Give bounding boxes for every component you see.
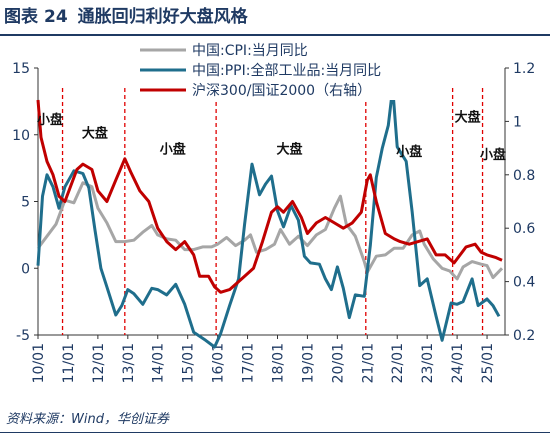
x-tick-label: 11/01 [61,343,77,383]
y-left-tick-label: 15 [12,61,30,77]
y-left-tick-label: 5 [21,195,30,211]
x-tick-label: 24/01 [450,343,466,383]
x-tick-label: 21/01 [360,343,376,383]
legend-label: 沪深300/国证2000（右轴） [192,83,371,99]
regime-annotation: 大盘 [455,109,481,125]
x-tick-label: 10/01 [31,343,47,383]
x-tick-label: 22/01 [390,343,406,383]
x-tick-label: 13/01 [121,343,137,383]
x-tick-label: 25/01 [480,343,496,383]
series-line-3 [36,99,503,294]
figure-title-text: 通胀回归利好大盘风格 [77,7,248,27]
y-right-tick-label: 1.2 [513,61,535,77]
x-tick-label: 20/01 [330,343,346,383]
bottom-rule [0,432,550,433]
x-tick-label: 19/01 [300,343,316,383]
series-line-2 [36,86,501,349]
regime-annotation: 大盘 [276,141,302,157]
y-right-tick-label: 0.4 [513,275,535,291]
figure-label: 图表 [4,7,38,27]
x-tick-label: 17/01 [241,343,257,383]
y-right-tick-label: 0.2 [513,328,535,344]
regime-annotation: 大盘 [82,125,108,141]
y-right-tick-label: 0.6 [513,221,535,237]
legend-label: 中国:CPI:当月同比 [192,43,308,59]
regime-annotation: 小盘 [160,141,186,157]
x-tick-label: 14/01 [151,343,167,383]
figure-number: 24 [44,7,68,27]
legend-label: 中国:PPI:全部工业品:当月同比 [192,62,381,79]
x-tick-label: 15/01 [181,343,197,383]
y-left-tick-label: -5 [16,328,30,344]
y-right-tick-label: 0.8 [513,168,535,184]
regime-annotation: 小盘 [480,147,506,163]
source-note: 资料来源：Wind，华创证券 [6,412,169,427]
y-left-tick-label: 10 [12,128,30,144]
title-rule [0,34,550,36]
x-tick-label: 18/01 [270,343,286,383]
regime-annotation: 小盘 [37,112,63,128]
x-tick-label: 23/01 [420,343,436,383]
series-line-1 [36,181,504,281]
y-left-tick-label: 0 [21,261,30,277]
y-right-tick-label: 1 [513,114,522,130]
x-tick-label: 16/01 [211,343,227,383]
regime-annotation: 小盘 [396,144,422,160]
figure-title: 图表 24 通胀回归利好大盘风格 [4,2,546,32]
x-tick-label: 12/01 [91,343,107,383]
